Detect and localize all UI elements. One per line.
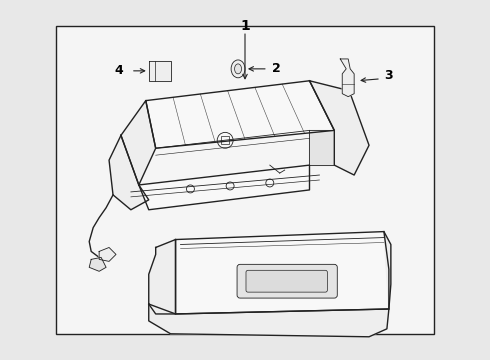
Ellipse shape [235, 64, 242, 74]
Polygon shape [310, 130, 334, 165]
Bar [221, 136, 229, 144]
Bar [56, 26, 434, 334]
Text: 2: 2 [272, 62, 281, 75]
Polygon shape [99, 247, 116, 261]
Text: 1: 1 [240, 19, 250, 33]
Polygon shape [384, 231, 391, 309]
Polygon shape [139, 165, 310, 210]
Polygon shape [109, 135, 149, 210]
Text: 4: 4 [115, 64, 123, 77]
Ellipse shape [231, 60, 245, 78]
FancyBboxPatch shape [246, 270, 327, 292]
Polygon shape [149, 239, 175, 314]
Polygon shape [149, 304, 389, 337]
Text: 3: 3 [384, 69, 392, 82]
Polygon shape [121, 100, 156, 185]
Polygon shape [310, 81, 369, 175]
Polygon shape [340, 59, 354, 96]
Polygon shape [146, 81, 334, 148]
Polygon shape [175, 231, 389, 314]
Polygon shape [149, 61, 171, 81]
Polygon shape [89, 257, 106, 271]
FancyBboxPatch shape [237, 264, 337, 298]
